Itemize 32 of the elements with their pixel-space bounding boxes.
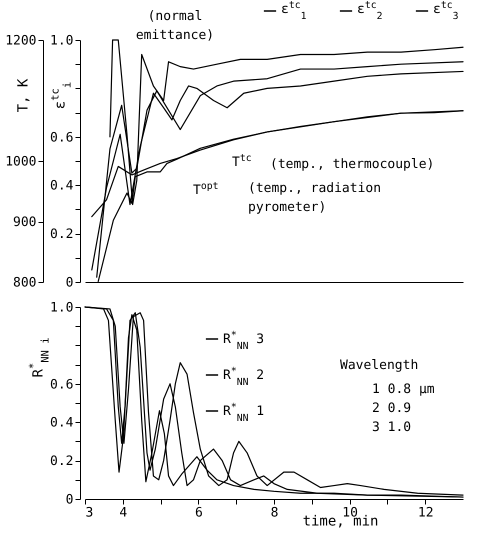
y-tick-label: 0.6 <box>50 377 74 392</box>
legend-label: R$^{*}$$_{NN}$ 2 <box>223 366 264 388</box>
y2-tick-label: 800 <box>13 276 36 290</box>
y2-tick-label: 1000 <box>5 154 36 170</box>
x-tick-label: 6 <box>194 506 203 520</box>
y2-tick-label: 1200 <box>5 34 36 48</box>
legend-label: R$^{*}$$_{NN}$ 3 <box>223 330 264 352</box>
y2-tick-label: 900 <box>13 215 36 230</box>
legend-label: R$^{*}$$_{NN}$ 1 <box>223 402 264 424</box>
annotation: (normal emittance) <box>136 9 214 43</box>
y-tick-label: 0.6 <box>50 130 74 146</box>
series-label: T$^{tc}$ <box>232 152 252 170</box>
y-tick-label: 0.2 <box>50 454 74 470</box>
x-tick-label: 8 <box>270 506 278 520</box>
y-tick-label: 1.0 <box>50 34 74 48</box>
y-tick-label: 0 <box>66 276 74 290</box>
y-tick-label: 0.2 <box>50 227 74 242</box>
annotation: (temp., thermocouple) <box>270 157 434 172</box>
x-tick-label: 3 <box>86 506 94 520</box>
annotation: Wavelength <box>340 358 418 373</box>
annotation: 1 0.8 µm <box>372 382 435 397</box>
y-tick-label: 0 <box>66 492 74 508</box>
annotation: 3 1.0 <box>372 420 412 435</box>
y-tick-label: 0.4 <box>50 416 74 431</box>
y-tick-label: 1.0 <box>50 300 74 316</box>
text: T$^{opt}$ <box>193 180 218 198</box>
y-tick-label: 0.4 <box>50 178 74 194</box>
x-tick-label: 4 <box>119 506 128 520</box>
annotation: 2 0.9 <box>372 401 412 416</box>
y2-axis-title: T, K <box>16 78 32 112</box>
annotation: (temp., radiation pyrometer) <box>248 181 382 215</box>
x-tick-label: 12 <box>418 506 434 520</box>
